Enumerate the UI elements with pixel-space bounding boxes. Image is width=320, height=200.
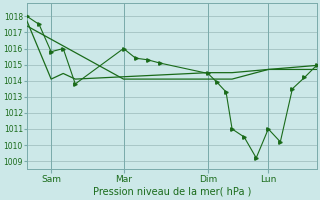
X-axis label: Pression niveau de la mer( hPa ): Pression niveau de la mer( hPa ) bbox=[92, 187, 251, 197]
